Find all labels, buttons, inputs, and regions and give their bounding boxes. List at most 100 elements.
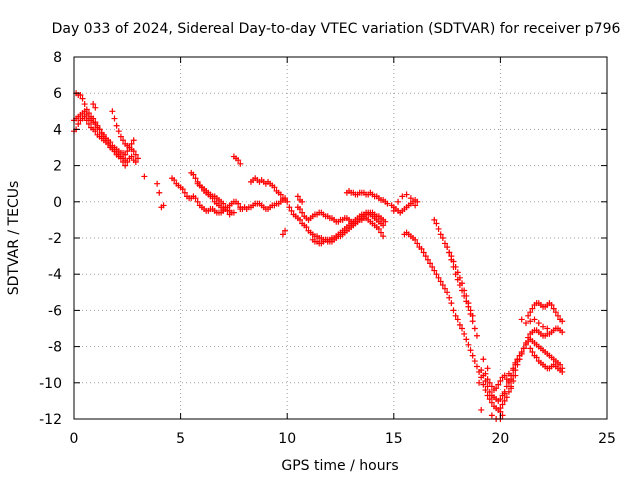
data-point [92, 119, 99, 126]
data-point [486, 379, 493, 386]
data-point [482, 370, 489, 377]
data-point [132, 158, 139, 165]
data-point [235, 157, 242, 164]
data-point [296, 216, 303, 223]
data-point [132, 151, 139, 158]
data-point [508, 376, 515, 383]
data-point [437, 278, 444, 285]
data-point [226, 211, 233, 218]
data-point [77, 92, 84, 99]
y-tick-label: 6 [53, 86, 62, 102]
x-tick-label: 15 [385, 431, 403, 447]
data-point [516, 356, 523, 363]
data-point [531, 316, 538, 323]
data-point [465, 303, 472, 310]
data-point [480, 356, 487, 363]
data-point [497, 396, 504, 403]
data-point [79, 95, 86, 102]
data-point [540, 323, 547, 330]
data-point [109, 144, 116, 151]
data-point [486, 396, 493, 403]
data-point [433, 271, 440, 278]
data-point [544, 325, 551, 332]
y-tick-label: 4 [53, 122, 62, 138]
data-point [109, 108, 116, 115]
data-point [181, 189, 188, 196]
data-point [478, 367, 485, 374]
data-point [378, 229, 385, 236]
data-point [471, 358, 478, 365]
data-point [454, 316, 461, 323]
data-point [505, 388, 512, 395]
data-point [286, 204, 293, 211]
data-point [412, 202, 419, 209]
data-point [446, 294, 453, 301]
data-point [452, 312, 459, 319]
data-point [222, 204, 229, 211]
data-point [484, 376, 491, 383]
data-point [100, 131, 107, 138]
data-point [83, 106, 90, 113]
data-point [96, 126, 103, 133]
data-point [399, 193, 406, 200]
data-point [522, 320, 529, 327]
data-point [527, 318, 534, 325]
axis-ticks [73, 56, 608, 420]
data-point [412, 236, 419, 243]
y-tick-label: -8 [48, 340, 62, 356]
data-point [529, 305, 536, 312]
data-point [493, 385, 500, 392]
data-point [431, 216, 438, 223]
data-point [495, 381, 502, 388]
y-tick-label: -4 [48, 267, 62, 283]
data-point [380, 222, 387, 229]
data-point [450, 263, 457, 270]
data-point [102, 135, 109, 142]
data-point [279, 231, 286, 238]
y-tick-label: -2 [48, 231, 62, 247]
data-point [81, 101, 88, 108]
data-point [192, 195, 199, 202]
data-point [124, 148, 131, 155]
data-point [382, 218, 389, 225]
data-point [441, 285, 448, 292]
data-point [461, 292, 468, 299]
data-point [384, 200, 391, 207]
data-point [501, 390, 508, 397]
data-point [484, 392, 491, 399]
data-point [452, 271, 459, 278]
data-point [235, 200, 242, 207]
data-points [71, 90, 566, 422]
data-point [282, 227, 289, 234]
data-point [484, 365, 491, 372]
data-point [90, 101, 97, 108]
data-point [431, 267, 438, 274]
x-tick-label: 20 [491, 431, 509, 447]
data-point [156, 189, 163, 196]
data-point [505, 370, 512, 377]
data-point [418, 245, 425, 252]
data-point [130, 148, 137, 155]
data-point [550, 305, 557, 312]
data-point [525, 312, 532, 319]
data-point [420, 249, 427, 256]
data-point [75, 120, 82, 127]
data-point [134, 155, 141, 162]
data-point [465, 341, 472, 348]
y-axis-label: SDTVAR / TECUs [6, 181, 22, 296]
data-point [467, 311, 474, 318]
data-point [450, 307, 457, 314]
data-point [459, 325, 466, 332]
data-point [559, 368, 566, 375]
y-tick-label: -10 [39, 376, 62, 392]
data-point [284, 198, 291, 205]
data-point [476, 379, 483, 386]
data-point [448, 256, 455, 263]
data-point [518, 350, 525, 357]
data-point [501, 397, 508, 404]
x-tick-label: 25 [598, 431, 616, 447]
data-point [525, 334, 532, 341]
data-point [514, 361, 521, 368]
x-tick-label: 0 [70, 431, 79, 447]
data-point [456, 321, 463, 328]
